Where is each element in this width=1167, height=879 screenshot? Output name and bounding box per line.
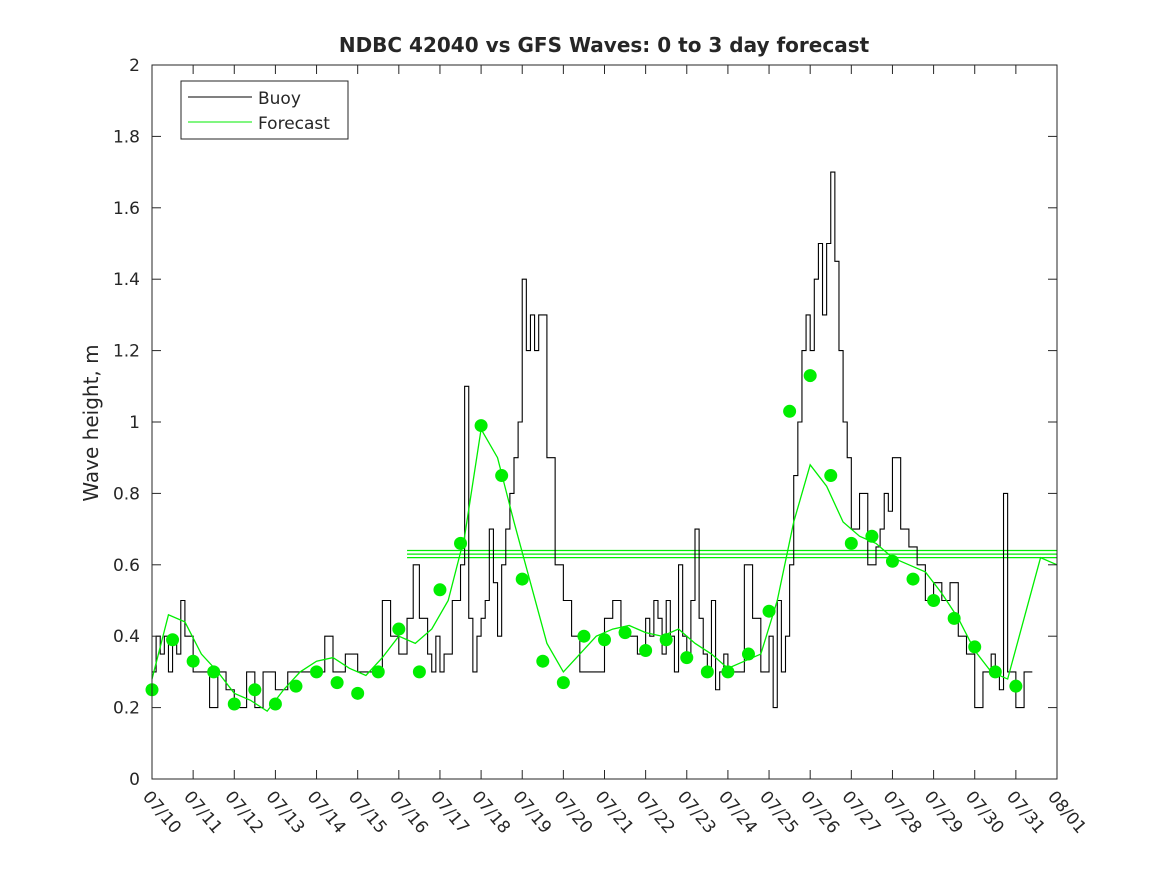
forecast-marker — [412, 665, 426, 679]
forecast-marker — [824, 469, 838, 483]
forecast-marker — [721, 665, 735, 679]
forecast-marker — [577, 629, 591, 643]
y-tick-label: 0.6 — [113, 556, 140, 576]
forecast-marker — [330, 676, 344, 690]
forecast-marker — [248, 683, 262, 697]
chart-title: NDBC 42040 vs GFS Waves: 0 to 3 day fore… — [339, 33, 870, 57]
forecast-marker — [968, 640, 982, 654]
y-tick-label: 0.2 — [113, 699, 140, 719]
y-tick-label: 0 — [129, 770, 140, 790]
forecast-marker — [351, 686, 365, 700]
forecast-marker — [268, 697, 282, 711]
forecast-marker — [844, 536, 858, 550]
forecast-marker — [885, 554, 899, 568]
y-axis-label: Wave height, m — [79, 344, 103, 501]
forecast-marker — [618, 626, 632, 640]
legend-forecast-label: Forecast — [258, 114, 330, 134]
forecast-marker — [227, 697, 241, 711]
forecast-marker — [680, 651, 694, 665]
forecast-marker — [207, 665, 221, 679]
y-tick-label: 1.6 — [113, 199, 140, 219]
forecast-marker — [927, 594, 941, 607]
forecast-marker — [762, 604, 776, 618]
forecast-marker — [783, 404, 797, 418]
forecast-marker — [371, 665, 385, 679]
forecast-marker — [947, 611, 961, 625]
forecast-marker — [906, 572, 920, 586]
forecast-marker — [515, 572, 529, 586]
forecast-marker — [495, 469, 509, 483]
forecast-marker — [741, 647, 755, 661]
forecast-marker — [700, 665, 714, 679]
forecast-marker — [988, 665, 1002, 679]
y-tick-label: 0.8 — [113, 484, 140, 504]
forecast-marker — [659, 633, 673, 647]
y-tick-label: 1 — [129, 413, 140, 433]
forecast-marker — [310, 665, 324, 679]
forecast-marker — [289, 679, 303, 693]
forecast-marker — [474, 419, 488, 433]
forecast-marker — [803, 369, 817, 383]
forecast-marker — [639, 643, 653, 657]
forecast-marker — [556, 676, 570, 690]
forecast-marker — [433, 583, 447, 597]
buoy-series-line — [152, 171, 1033, 709]
legend: Buoy Forecast — [180, 80, 349, 140]
y-tick-label: 2 — [129, 56, 140, 76]
forecast-marker — [186, 654, 200, 668]
y-tick-label: 1.2 — [113, 342, 140, 362]
y-tick-label: 1.8 — [113, 127, 140, 147]
y-tick-label: 0.4 — [113, 627, 140, 647]
forecast-marker — [454, 536, 468, 550]
legend-buoy-label: Buoy — [258, 89, 301, 109]
forecast-marker — [598, 633, 611, 647]
forecast-marker — [1009, 679, 1023, 693]
legend-box — [180, 80, 349, 140]
y-tick-label: 1.4 — [113, 270, 140, 290]
forecast-marker — [536, 654, 550, 668]
forecast-series-line — [151, 427, 1058, 713]
forecast-marker — [392, 622, 406, 636]
forecast-marker — [865, 529, 879, 543]
forecast-marker — [166, 633, 180, 647]
